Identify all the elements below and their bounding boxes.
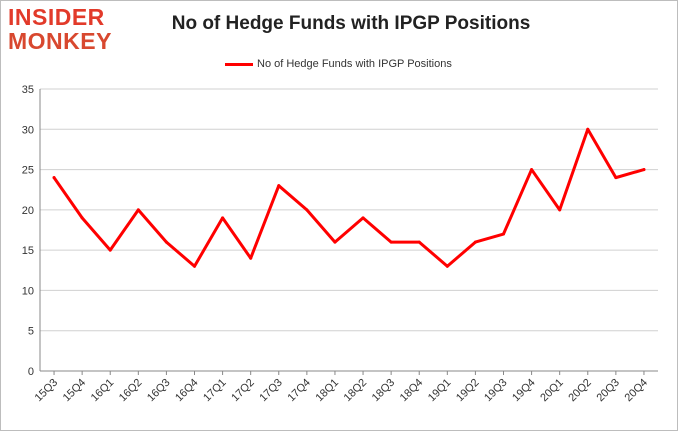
chart-title: No of Hedge Funds with IPGP Positions (171, 13, 531, 34)
data-point (277, 184, 281, 188)
data-point (108, 248, 112, 252)
x-tick-label: 20Q1 (538, 377, 566, 405)
data-point (445, 264, 449, 268)
x-tick-label: 16Q4 (173, 377, 201, 405)
x-tick-label: 17Q2 (229, 377, 257, 405)
x-tick-label: 20Q2 (566, 377, 594, 405)
grid-lines (39, 88, 658, 372)
x-tick-label: 16Q3 (145, 377, 173, 405)
series-group (52, 127, 646, 268)
y-tick-label: 25 (22, 165, 34, 177)
series-line (52, 127, 646, 268)
x-tick-label: 20Q4 (623, 377, 651, 405)
data-point (52, 176, 56, 180)
x-tick-label: 19Q3 (482, 377, 510, 405)
data-point (249, 256, 253, 260)
x-tick-label: 15Q3 (33, 377, 61, 405)
x-tick-label: 17Q4 (285, 377, 313, 405)
legend-swatch (225, 62, 253, 66)
y-tick-label: 10 (22, 285, 34, 297)
y-tick-label: 30 (22, 124, 34, 136)
x-tick-label: 16Q1 (89, 377, 117, 405)
data-point (530, 168, 534, 172)
y-axis-ticks: 0 5 10 15 20 25 30 35 (22, 84, 34, 378)
data-point (558, 208, 562, 212)
legend-label: No of Hedge Funds with IPGP Positions (257, 58, 452, 70)
x-tick-label: 15Q4 (61, 377, 89, 405)
data-point (473, 240, 477, 244)
data-point (586, 127, 590, 131)
data-point (221, 216, 225, 220)
x-tick-label: 18Q2 (342, 377, 370, 405)
data-point (136, 208, 140, 212)
data-point (333, 240, 337, 244)
x-tick-label: 17Q3 (257, 377, 285, 405)
x-axis-ticks: 15Q3 15Q4 16Q1 16Q2 16Q3 16Q4 17Q1 17Q2 17Q3 17Q4… (33, 371, 650, 404)
data-point (417, 240, 421, 244)
y-tick-label: 35 (22, 84, 34, 96)
data-point (193, 264, 196, 268)
data-point (164, 240, 168, 244)
logo-line-1: INSIDER (8, 4, 105, 30)
x-tick-label: 17Q1 (201, 377, 229, 405)
data-point (389, 240, 393, 244)
x-tick-label: 18Q1 (314, 377, 342, 405)
y-tick-label: 0 (28, 366, 34, 378)
y-tick-label: 5 (28, 326, 34, 338)
data-point (305, 208, 309, 212)
x-tick-label: 18Q4 (398, 377, 426, 405)
y-tick-label: 15 (22, 245, 34, 257)
data-point (502, 232, 505, 236)
logo-line-2: MONKEY (8, 28, 112, 54)
data-point (642, 168, 646, 172)
data-point (80, 216, 84, 220)
x-tick-label: 20Q3 (594, 377, 622, 405)
x-tick-label: 18Q3 (370, 377, 398, 405)
x-tick-label: 19Q2 (454, 377, 482, 405)
x-tick-label: 19Q1 (426, 377, 454, 405)
insider-monkey-logo: INSIDER MONKEY (8, 5, 128, 57)
data-point (361, 216, 365, 220)
y-tick-label: 20 (22, 205, 34, 217)
data-point (614, 176, 618, 180)
legend: No of Hedge Funds with IPGP Positions (225, 57, 452, 71)
x-tick-label: 16Q2 (117, 377, 145, 405)
x-tick-label: 19Q4 (510, 377, 538, 405)
